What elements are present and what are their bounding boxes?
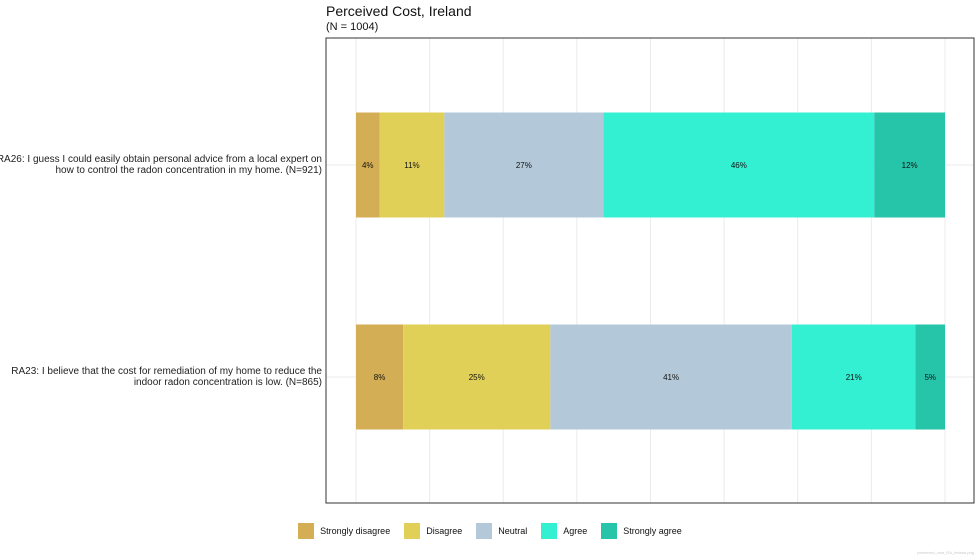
data-label: 11% [404,161,419,170]
legend-swatch [601,523,618,539]
category-label-ra26: RA26: I guess I could easily obtain pers… [0,154,322,176]
legend-label: Strongly agree [623,526,682,536]
data-label: 27% [516,161,532,170]
legend-item: Agree [541,523,587,539]
category-label-ra23: RA23: I believe that the cost for remedi… [11,366,322,388]
data-label: 5% [924,373,936,382]
legend-label: Strongly disagree [320,526,391,536]
image-credit: perceived_cost_RA_ireland.png [917,550,974,555]
legend: Strongly disagree Disagree Neutral Agree Str… [0,523,980,539]
bar-segment-neutral [550,324,792,430]
stacked-bar-chart: 4% 11% 27% 46% 12% 8% 25% 41% 21% 5% [325,37,975,504]
legend-label: Disagree [426,526,463,536]
plot-panel-border [325,37,975,504]
data-label: 4% [362,161,374,170]
data-label: 8% [374,373,386,382]
legend-swatch [541,523,558,539]
chart-title: Perceived Cost, Ireland [326,3,472,19]
data-label: 21% [846,373,862,382]
data-label: 25% [469,373,485,382]
bar-segment-strongly-disagree [356,324,404,430]
legend-item: Strongly disagree [298,523,390,539]
data-label: 12% [902,161,918,170]
bar-segment-neutral [444,112,604,218]
bar-segment-strongly-agree [874,112,945,218]
legend-label: Neutral [498,526,528,536]
legend-item: Neutral [476,523,527,539]
bar-segment-agree [791,324,916,430]
bar-segment-disagree [403,324,551,430]
bar-segment-strongly-disagree [356,112,380,218]
chart-subtitle: (N = 1004) [326,21,379,33]
legend-item: Strongly agree [601,523,682,539]
bar-segment-strongly-agree [915,324,945,430]
bar-segment-agree [603,112,875,218]
bar-segment-disagree [379,112,445,218]
data-label: 41% [663,373,679,382]
legend-swatch [404,523,421,539]
legend-item: Disagree [404,523,462,539]
legend-label: Agree [563,526,588,536]
legend-swatch [298,523,315,539]
legend-swatch [476,523,493,539]
data-label: 46% [731,161,747,170]
